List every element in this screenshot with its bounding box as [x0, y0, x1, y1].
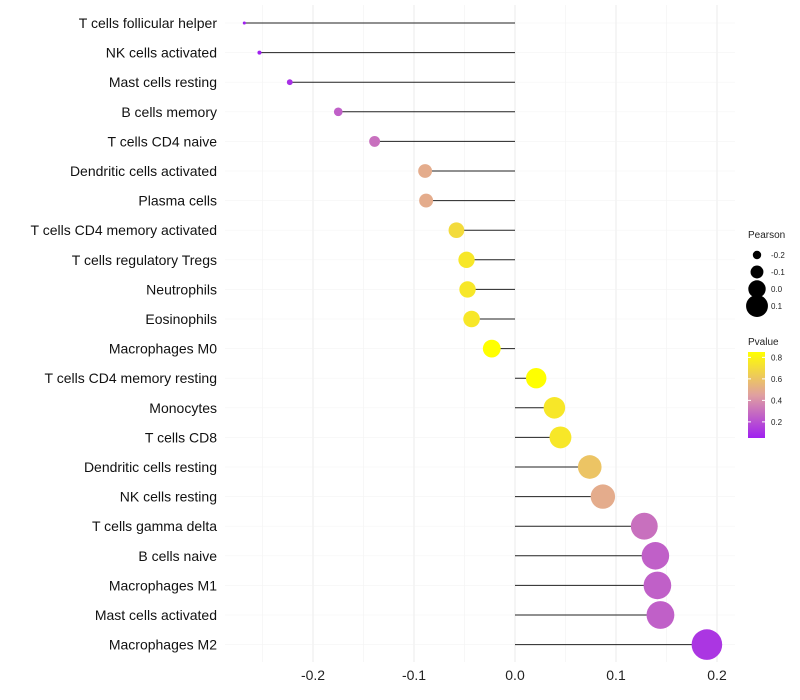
category-label: Macrophages M0 — [109, 341, 217, 357]
category-label: Dendritic cells activated — [70, 163, 217, 179]
legend-color-label: 0.4 — [771, 396, 783, 405]
lollipop-point — [577, 455, 602, 479]
x-tick-label: -0.2 — [301, 667, 325, 683]
x-tick-label: -0.1 — [402, 667, 426, 683]
legend-size-key — [750, 265, 764, 279]
lollipop-point — [543, 397, 566, 419]
category-label: Plasma cells — [138, 193, 217, 209]
legend-colorbar — [748, 352, 765, 438]
category-label: T cells follicular helper — [79, 15, 218, 31]
x-tick-label: 0.1 — [606, 667, 626, 683]
lollipop-point — [458, 251, 475, 268]
category-label: Mast cells resting — [109, 74, 217, 90]
x-tick-label: 0.2 — [707, 667, 727, 683]
category-labels: T cells follicular helper NK cells activa… — [31, 15, 218, 653]
lollipop-point — [418, 164, 433, 178]
lollipop-point — [419, 193, 434, 208]
lollipop-point — [448, 222, 465, 239]
category-label: Dendritic cells resting — [84, 459, 217, 475]
category-label: B cells memory — [121, 104, 217, 120]
category-label: Mast cells activated — [95, 607, 217, 623]
category-label: T cells CD4 memory activated — [31, 222, 217, 238]
x-tick-label: 0.0 — [505, 667, 525, 683]
category-label: NK cells activated — [106, 45, 217, 61]
legend-color-label: 0.2 — [771, 418, 783, 427]
category-label: B cells naive — [138, 548, 217, 564]
category-label: T cells regulatory Tregs — [72, 252, 217, 268]
lollipop-point — [549, 426, 572, 449]
lollipop-point — [482, 339, 501, 358]
category-label: T cells gamma delta — [92, 518, 217, 534]
lollipop-point — [646, 601, 675, 629]
lollipop-point — [525, 367, 547, 389]
lollipop-point — [459, 281, 476, 298]
legend-size-key — [752, 250, 762, 260]
lollipop-point — [641, 542, 670, 570]
legend-size-key — [746, 295, 768, 317]
legend-color-title: Pvalue — [748, 337, 779, 348]
lollipop-point — [286, 79, 293, 86]
legend-color-label: 0.6 — [771, 375, 783, 384]
lollipop-point — [257, 50, 262, 55]
category-label: Neutrophils — [146, 281, 217, 297]
legend-size-label: 0.1 — [771, 302, 783, 311]
legend-size-label: -0.2 — [771, 251, 785, 260]
lollipop-point — [242, 21, 246, 25]
lollipop-point — [691, 629, 723, 660]
category-label: Macrophages M2 — [109, 637, 217, 653]
category-label: Eosinophils — [145, 311, 217, 327]
legend: Pearson Pvalue -0.2 -0.1 0.0 0.1 0.2 0.4 0.6 0.… — [746, 230, 785, 438]
x-axis-ticks: -0.2 -0.1 0.0 0.1 0.2 — [301, 667, 727, 683]
lollipop-point — [590, 484, 616, 509]
category-label: NK cells resting — [120, 489, 217, 505]
legend-size-label: -0.1 — [771, 268, 785, 277]
point-layer — [242, 21, 723, 660]
lollipop-point — [463, 310, 480, 328]
lollipop-point — [333, 107, 343, 117]
lollipop-point — [630, 512, 658, 540]
category-label: Monocytes — [149, 400, 217, 416]
category-label: T cells CD8 — [145, 429, 217, 445]
legend-size-key — [748, 280, 766, 298]
category-label: T cells CD4 naive — [108, 133, 218, 149]
legend-color-label: 0.8 — [771, 353, 783, 362]
lollipop-point — [643, 571, 672, 600]
legend-size-label: 0.0 — [771, 285, 783, 294]
category-label: Macrophages M1 — [109, 577, 217, 593]
category-label: T cells CD4 memory resting — [45, 370, 217, 386]
lollipop-point — [369, 135, 381, 147]
legend-size-title: Pearson — [748, 230, 785, 241]
